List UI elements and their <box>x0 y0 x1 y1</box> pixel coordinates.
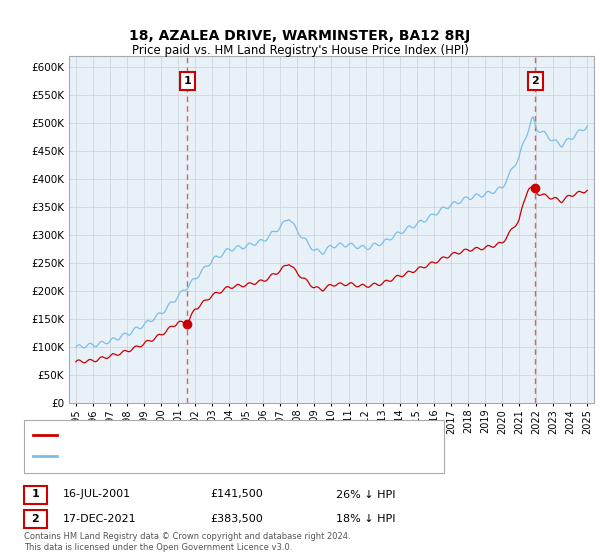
Text: 18, AZALEA DRIVE, WARMINSTER, BA12 8RJ (detached house): 18, AZALEA DRIVE, WARMINSTER, BA12 8RJ (… <box>61 430 382 440</box>
Text: 2: 2 <box>532 76 539 86</box>
Text: 17-DEC-2021: 17-DEC-2021 <box>63 514 137 524</box>
Text: 18% ↓ HPI: 18% ↓ HPI <box>336 514 395 524</box>
Text: 2: 2 <box>32 514 39 524</box>
Text: 16-JUL-2001: 16-JUL-2001 <box>63 489 131 500</box>
Text: Contains HM Land Registry data © Crown copyright and database right 2024.
This d: Contains HM Land Registry data © Crown c… <box>24 532 350 552</box>
Text: £383,500: £383,500 <box>210 514 263 524</box>
Text: 1: 1 <box>184 76 191 86</box>
Text: 1: 1 <box>32 489 39 500</box>
Text: HPI: Average price, detached house, Wiltshire: HPI: Average price, detached house, Wilt… <box>61 451 300 461</box>
Text: 18, AZALEA DRIVE, WARMINSTER, BA12 8RJ: 18, AZALEA DRIVE, WARMINSTER, BA12 8RJ <box>130 29 470 44</box>
Text: 26% ↓ HPI: 26% ↓ HPI <box>336 489 395 500</box>
Text: £141,500: £141,500 <box>210 489 263 500</box>
Text: Price paid vs. HM Land Registry's House Price Index (HPI): Price paid vs. HM Land Registry's House … <box>131 44 469 57</box>
